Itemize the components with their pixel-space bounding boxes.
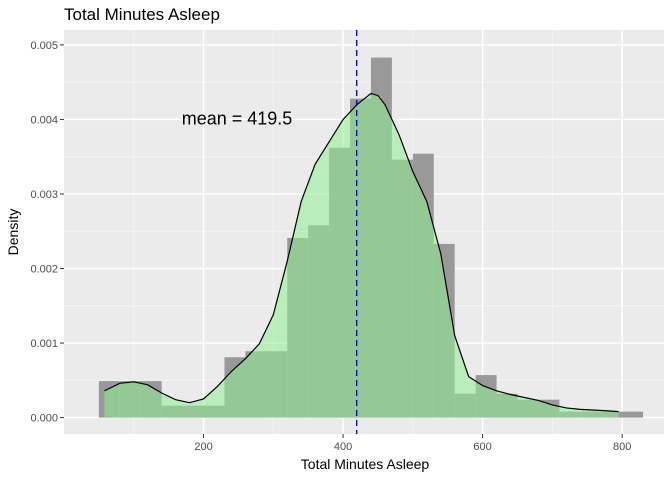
x-tick-label: 200 <box>194 441 212 453</box>
x-tick-label: 400 <box>334 441 352 453</box>
mean-annotation: mean = 419.5 <box>182 109 293 129</box>
histogram-bar <box>622 411 644 418</box>
y-axis-ticks: 0.000 0.001 0.002 0.003 0.004 0.005 <box>30 40 64 425</box>
x-axis-title: Total Minutes Asleep <box>301 456 430 472</box>
x-tick-label: 800 <box>613 441 631 453</box>
y-tick-label: 0.001 <box>30 338 58 350</box>
y-axis-title: Density <box>5 209 21 256</box>
density-curve-layer <box>104 92 619 418</box>
y-tick-label: 0.005 <box>30 40 58 52</box>
x-axis-ticks: 200 400 600 800 <box>194 434 631 453</box>
y-tick-label: 0.002 <box>30 264 58 276</box>
density-area <box>104 93 619 418</box>
y-tick-label: 0.000 <box>30 413 58 425</box>
y-tick-label: 0.003 <box>30 189 58 201</box>
chart-title: Total Minutes Asleep <box>64 5 220 24</box>
density-line <box>104 92 619 413</box>
x-tick-label: 600 <box>473 441 491 453</box>
y-tick-label: 0.004 <box>30 114 58 126</box>
annotations: mean = 419.5 <box>182 109 293 129</box>
